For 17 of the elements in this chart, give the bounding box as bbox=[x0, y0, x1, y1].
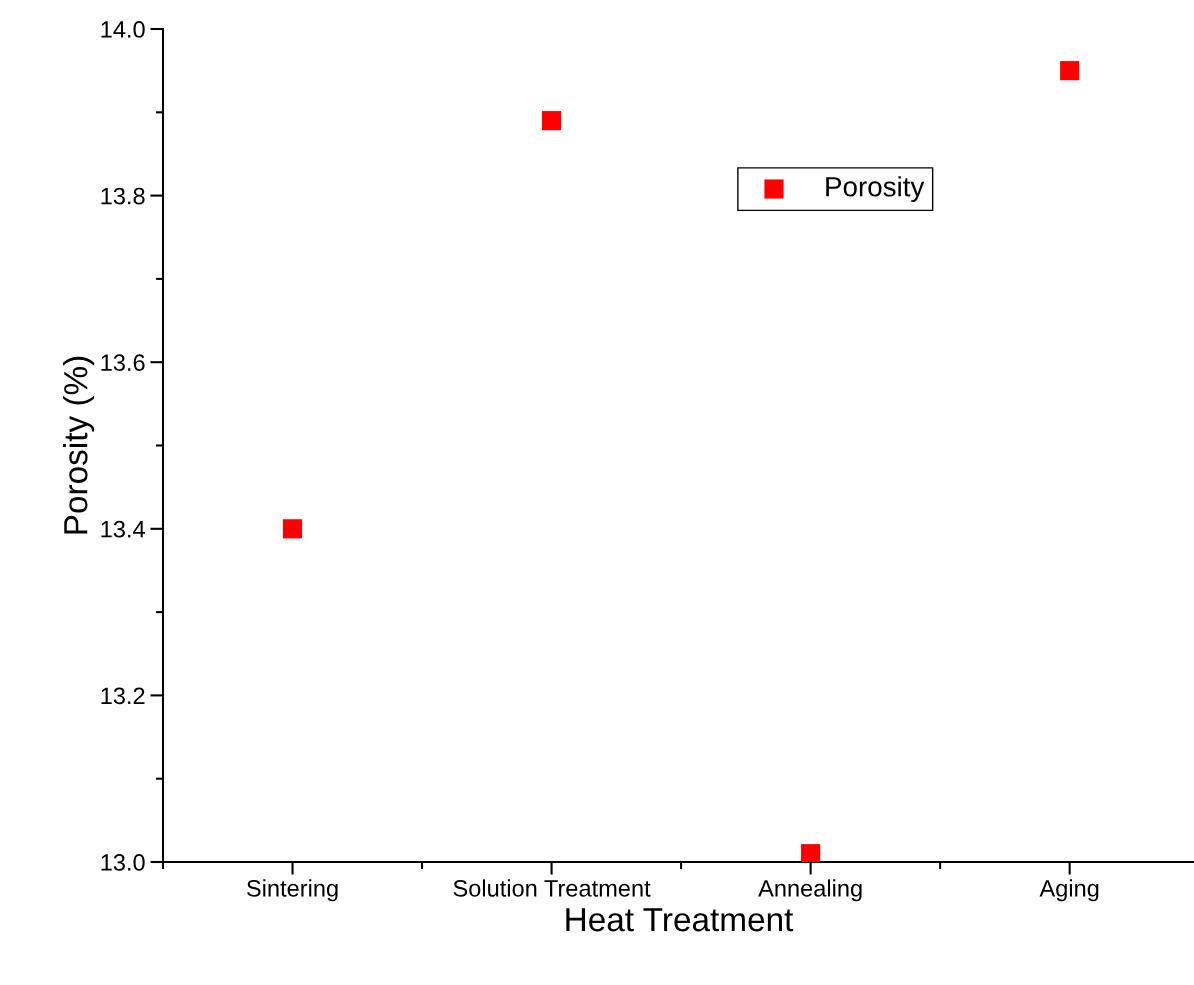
y-tick-label: 13.2 bbox=[101, 687, 145, 705]
x-axis-title: Heat Treatment bbox=[566, 908, 794, 932]
y-tick-label: 13.6 bbox=[101, 354, 145, 371]
y-tick-label: 13.0 bbox=[101, 854, 145, 871]
point bbox=[1060, 61, 1080, 81]
y-tick-label: 13.4 bbox=[101, 520, 145, 538]
point bbox=[542, 111, 562, 131]
point bbox=[801, 844, 821, 862]
x-tick-label: Solution Treatment bbox=[453, 879, 651, 897]
legend-label: Porosity bbox=[826, 176, 925, 203]
point bbox=[282, 519, 303, 539]
y-tick-label: 14.0 bbox=[101, 21, 145, 38]
x-tick-label: Aging bbox=[1039, 879, 1099, 902]
y-tick-label: 13.8 bbox=[101, 187, 145, 205]
x-tick-label: Sintering bbox=[247, 879, 338, 902]
y-axis-title: Porosity (%) bbox=[63, 356, 95, 534]
x-tick-label: Annealing bbox=[758, 879, 862, 902]
